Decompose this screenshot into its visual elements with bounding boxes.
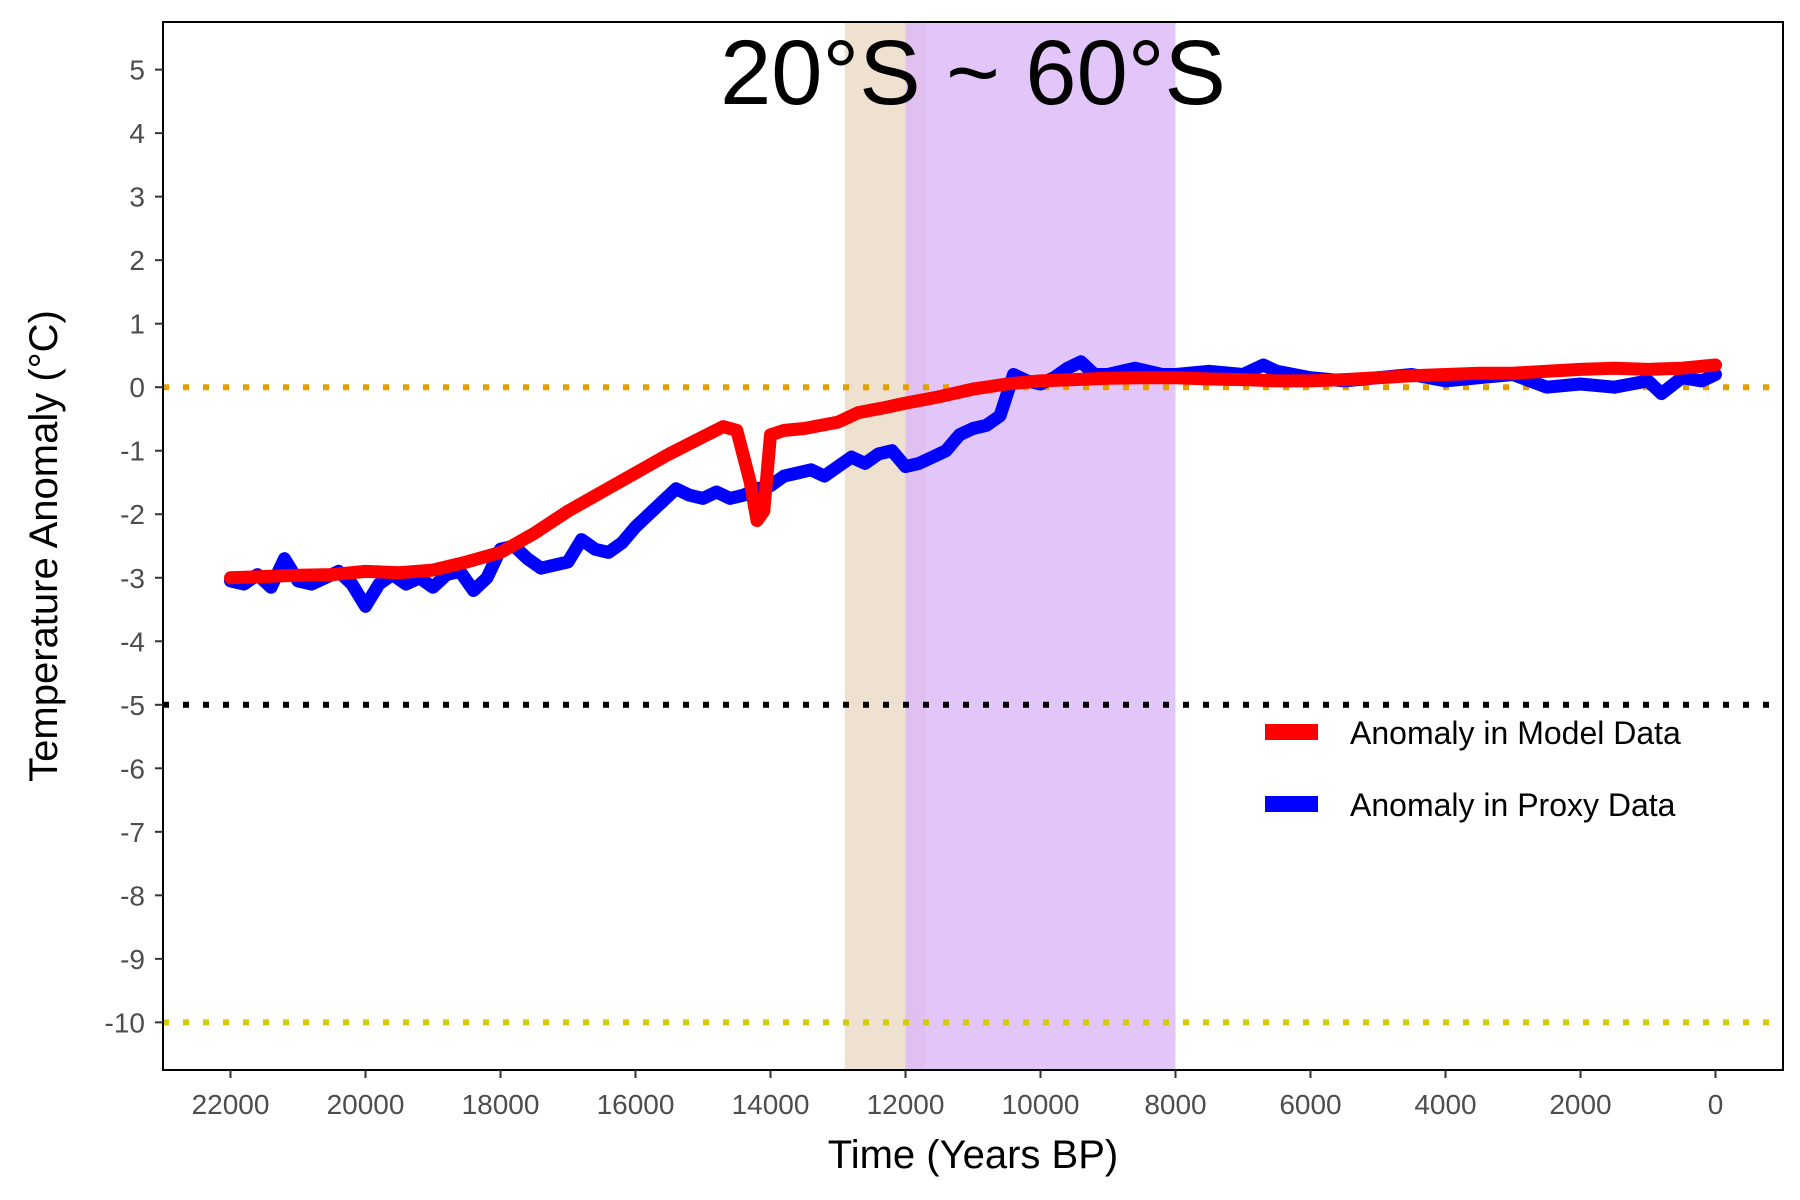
series-line-0 [224, 358, 1722, 585]
legend: Anomaly in Model Data Anomaly in Proxy D… [1265, 715, 1681, 823]
y-tick-label: 2 [129, 245, 145, 276]
y-tick-label: -7 [120, 817, 145, 848]
y-tick-label: -8 [120, 880, 145, 911]
x-tick-label: 20000 [327, 1089, 405, 1120]
x-tick-label: 16000 [597, 1089, 675, 1120]
y-tick-label: -1 [120, 436, 145, 467]
x-tick-label: 4000 [1414, 1089, 1476, 1120]
x-tick-label: 14000 [732, 1089, 810, 1120]
y-tick-label: -4 [120, 626, 145, 657]
x-tick-label: 2000 [1549, 1089, 1611, 1120]
y-tick-label: -10 [105, 1007, 145, 1038]
y-tick-label: 3 [129, 182, 145, 213]
y-tick-label: 0 [129, 372, 145, 403]
x-axis-title: Time (Years BP) [828, 1133, 1118, 1177]
y-tick-label: -6 [120, 753, 145, 784]
x-tick-label: 22000 [192, 1089, 270, 1120]
x-tick-label: 8000 [1144, 1089, 1206, 1120]
y-tick-label: 4 [129, 118, 145, 149]
x-axis: 22000 20000 18000 16000 14000 12000 10000 8000 6… [192, 1070, 1724, 1120]
x-tick-label: 6000 [1279, 1089, 1341, 1120]
legend-label-model: Anomaly in Model Data [1350, 715, 1681, 751]
y-axis-title: Temperature Anomaly (°C) [22, 310, 66, 782]
y-axis: 5 4 3 2 1 0 -1 -2 -3 -4 -5 -6 -7 -8 -9 -10 [105, 55, 163, 1038]
shaded-region-1 [905, 22, 1176, 1070]
y-tick-label: -3 [120, 563, 145, 594]
y-tick-label: -9 [120, 944, 145, 975]
y-tick-label: -2 [120, 499, 145, 530]
legend-label-proxy: Anomaly in Proxy Data [1350, 787, 1676, 823]
chart-title: 20°S ~ 60°S [720, 22, 1226, 124]
x-tick-label: 12000 [867, 1089, 945, 1120]
y-tick-label: 1 [129, 309, 145, 340]
series-line-1 [224, 355, 1722, 613]
series-layer [224, 355, 1722, 613]
y-tick-label: -5 [120, 690, 145, 721]
x-tick-label: 0 [1708, 1089, 1724, 1120]
x-tick-label: 18000 [462, 1089, 540, 1120]
x-tick-label: 10000 [1002, 1089, 1080, 1120]
plot-panel-border [162, 21, 1784, 1071]
shaded-regions [844, 22, 1176, 1070]
y-tick-label: 5 [129, 55, 145, 86]
